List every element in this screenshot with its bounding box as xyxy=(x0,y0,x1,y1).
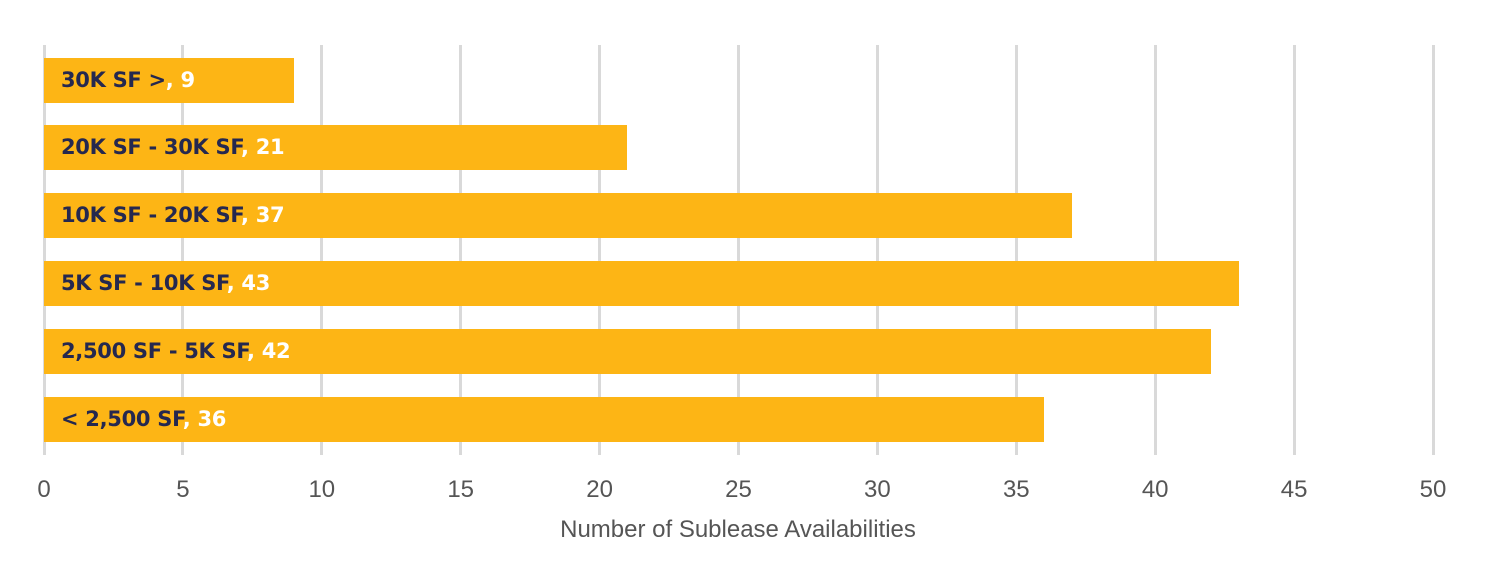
gridline xyxy=(1153,45,1157,455)
gridline xyxy=(598,45,602,455)
bar-data-label: < 2,500 SF, 36 xyxy=(61,397,226,442)
value-label: , 9 xyxy=(165,68,195,92)
x-tick-label: 40 xyxy=(1141,476,1169,503)
gridline xyxy=(320,45,324,455)
bar: 20K SF - 30K SF, 21 xyxy=(44,125,628,170)
value-label: , 43 xyxy=(226,271,271,295)
x-tick-label: 50 xyxy=(1419,476,1447,503)
bar: < 2,500 SF, 36 xyxy=(44,397,1045,442)
category-label: 5K SF - 10K SF xyxy=(61,271,227,295)
x-tick-label: 10 xyxy=(308,476,336,503)
value-label: , 42 xyxy=(247,339,291,363)
bar: 10K SF - 20K SF, 37 xyxy=(44,193,1072,238)
category-label: 10K SF - 20K SF xyxy=(61,203,242,227)
gridline xyxy=(1292,45,1296,455)
x-tick-label: 35 xyxy=(1002,476,1030,503)
gridline xyxy=(737,45,740,455)
bar: 30K SF >, 9 xyxy=(44,58,295,103)
x-tick-label: 45 xyxy=(1280,476,1308,503)
bar-data-label: 30K SF >, 9 xyxy=(61,58,195,103)
gridline xyxy=(42,45,46,455)
bar-data-label: 20K SF - 30K SF, 21 xyxy=(61,125,285,170)
category-label: 2,500 SF - 5K SF xyxy=(61,339,248,363)
bar: 2,500 SF - 5K SF, 42 xyxy=(44,329,1211,374)
x-tick-label: 25 xyxy=(725,476,752,503)
x-tick-label: 0 xyxy=(37,476,51,503)
x-tick-label: 5 xyxy=(176,476,190,503)
x-tick-label: 20 xyxy=(586,476,613,503)
value-label: , 36 xyxy=(182,407,227,431)
bar-data-label: 10K SF - 20K SF, 37 xyxy=(61,193,285,238)
x-tick-label: 15 xyxy=(447,476,475,503)
value-label: , 21 xyxy=(241,135,285,159)
gridline xyxy=(181,45,185,455)
x-tick-label: 30 xyxy=(864,476,891,503)
bar: 5K SF - 10K SF, 43 xyxy=(44,261,1239,306)
category-label: < 2,500 SF xyxy=(61,407,183,431)
bar-data-label: 2,500 SF - 5K SF, 42 xyxy=(61,329,291,374)
value-label: , 37 xyxy=(241,203,285,227)
gridline xyxy=(1431,45,1435,455)
gridline xyxy=(1014,45,1018,455)
gridline xyxy=(459,45,463,455)
x-axis-label: Number of Sublease Availabilities xyxy=(560,516,916,543)
bar-data-label: 5K SF - 10K SF, 43 xyxy=(61,261,270,306)
category-label: 30K SF > xyxy=(61,68,166,92)
gridline xyxy=(875,45,879,455)
category-label: 20K SF - 30K SF xyxy=(61,135,242,159)
